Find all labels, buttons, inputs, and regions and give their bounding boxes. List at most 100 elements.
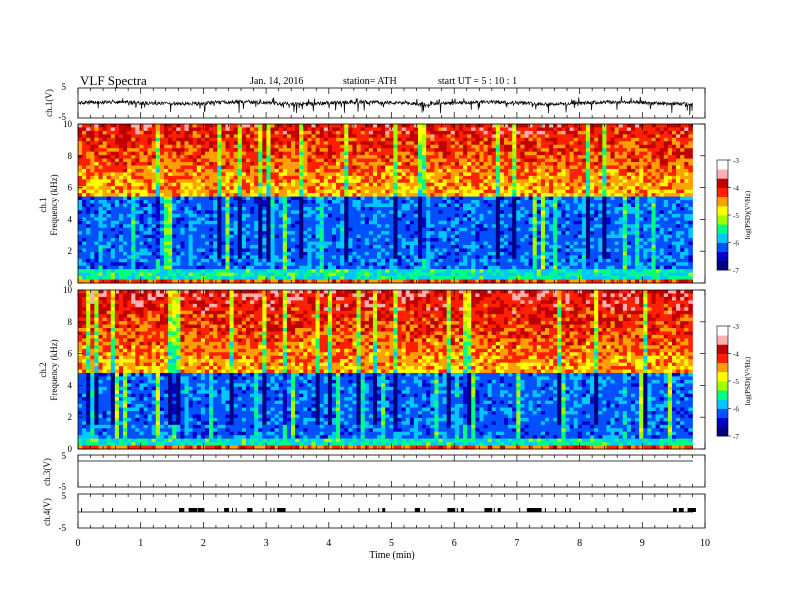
- spectrogram-cell: [90, 231, 95, 236]
- spectrogram-cell: [463, 137, 468, 142]
- spectrogram-cell: [94, 234, 99, 239]
- spectrogram-cell: [319, 258, 325, 263]
- spectrogram-cell: [377, 196, 382, 201]
- spectrogram-cell: [106, 227, 112, 232]
- spectrogram-cell: [139, 238, 144, 242]
- spectrogram-cell: [139, 234, 144, 239]
- spectrogram-cell: [172, 124, 177, 128]
- spectrogram-cell: [131, 189, 136, 194]
- spectrogram-cell: [516, 276, 521, 280]
- spectrogram-cell: [307, 234, 312, 239]
- spectrogram-cell: [217, 220, 222, 225]
- spectrogram-cell: [266, 193, 271, 197]
- spectrogram-cell: [78, 196, 83, 201]
- spectrogram-cell: [352, 172, 357, 177]
- spectrogram-cell: [90, 162, 95, 166]
- spectrogram-cell: [405, 162, 411, 166]
- spectrogram-cell: [397, 224, 403, 229]
- spectrogram-cell: [344, 248, 349, 253]
- spectrogram-cell: [463, 186, 468, 191]
- spectrogram-cell: [98, 168, 103, 173]
- spectrogram-cell: [151, 186, 157, 191]
- spectrogram-cell: [344, 186, 349, 191]
- spectrogram-cell: [168, 248, 173, 253]
- spectrogram-cell: [225, 220, 230, 225]
- spectrogram-cell: [454, 220, 460, 225]
- spectrogram-cell: [188, 186, 194, 191]
- spectrogram-cell: [389, 258, 394, 263]
- spectrogram-cell: [315, 134, 321, 139]
- spectrogram-cell: [118, 231, 124, 236]
- spectrogram-cell: [213, 265, 218, 270]
- spectrogram-cell: [368, 189, 374, 194]
- spectrogram-cell: [221, 189, 226, 194]
- spectrogram-cell: [135, 265, 140, 270]
- spectrogram-cell: [471, 241, 476, 246]
- spectrogram-cell: [94, 217, 99, 222]
- spectrogram-cell: [368, 175, 374, 180]
- spectrogram-cell: [504, 162, 509, 166]
- spectrogram-cell: [131, 217, 136, 222]
- spectrogram-cell: [418, 189, 423, 194]
- spectrogram-cell: [127, 151, 132, 156]
- spectrogram-cell: [90, 262, 95, 267]
- spectrogram-cell: [446, 127, 452, 132]
- spectrogram-cell: [282, 182, 288, 187]
- spectrogram-cell: [270, 137, 276, 142]
- spectrogram-cell: [143, 179, 149, 184]
- spectrogram-cell: [102, 175, 108, 180]
- spectrogram-cell: [381, 269, 386, 274]
- spectrogram-cell: [454, 203, 460, 208]
- spectrogram-cell: [409, 262, 415, 267]
- spectrogram-cell: [286, 206, 292, 211]
- spectrogram-cell: [286, 175, 292, 180]
- spectrogram-cell: [184, 231, 190, 236]
- spectrogram-cell: [405, 224, 411, 229]
- spectrogram-cell: [131, 258, 136, 263]
- spectrogram-cell: [377, 172, 382, 177]
- spectrogram-cell: [245, 220, 251, 225]
- spectrogram-cell: [422, 255, 427, 260]
- spectrogram-cell: [131, 276, 136, 280]
- spectrogram-cell: [102, 217, 108, 222]
- spectrogram-cell: [286, 151, 292, 156]
- spectrogram-cell: [483, 203, 489, 208]
- spectrogram-cell: [168, 265, 173, 270]
- spectrogram-cell: [176, 227, 181, 232]
- spectrogram-cell: [254, 168, 259, 173]
- spectrogram-cell: [213, 165, 218, 170]
- spectrogram-cell: [360, 206, 366, 211]
- spectrogram-cell: [344, 162, 349, 166]
- spectrogram-cell: [196, 193, 202, 197]
- spectrogram-cell: [188, 158, 194, 163]
- spectrogram-cell: [245, 134, 251, 139]
- spectrogram-cell: [504, 151, 509, 156]
- spectrogram-cell: [520, 168, 525, 173]
- spectrogram-cell: [508, 130, 513, 135]
- spectrogram-cell: [168, 244, 173, 249]
- spectrogram-cell: [221, 175, 226, 180]
- spectrogram-cell: [516, 175, 521, 180]
- spectrogram-cell: [168, 130, 173, 135]
- spectrogram-cell: [356, 155, 362, 159]
- spectrogram-cell: [176, 269, 181, 274]
- spectrogram-cell: [483, 155, 489, 159]
- spectrogram-cell: [418, 144, 423, 149]
- spectrogram-cell: [479, 279, 484, 284]
- spectrogram-cell: [270, 162, 276, 166]
- spectrogram-cell: [504, 276, 509, 280]
- spectrogram-cell: [356, 130, 362, 135]
- spectrogram-cell: [159, 203, 165, 208]
- spectrogram-cell: [504, 234, 509, 239]
- spectrogram-cell: [385, 130, 390, 135]
- spectrogram-cell: [270, 234, 276, 239]
- spectrogram-cell: [233, 241, 239, 246]
- spectrogram-cell: [139, 172, 144, 177]
- spectrogram-cell: [397, 137, 403, 142]
- spectrogram-cell: [200, 238, 206, 242]
- spectrogram-cell: [467, 265, 472, 270]
- spectrogram-cell: [504, 279, 509, 284]
- spectrogram-cell: [176, 217, 181, 222]
- spectrogram-cell: [401, 127, 407, 132]
- spectrogram-cell: [159, 238, 165, 242]
